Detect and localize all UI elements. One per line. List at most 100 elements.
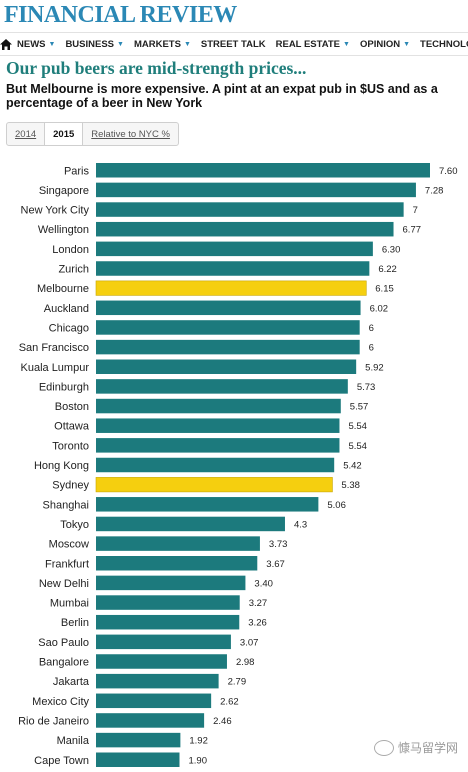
value-label-jakarta: 2.79 — [228, 677, 247, 688]
watermark-text: 慷马留学网 — [397, 741, 458, 755]
category-label-hong-kong: Hong Kong — [34, 460, 89, 472]
chevron-down-icon: ▼ — [48, 40, 56, 48]
bar-jakarta[interactable] — [96, 673, 219, 689]
value-label-toronto: 5.54 — [348, 441, 367, 452]
bar-new-delhi[interactable] — [96, 575, 246, 591]
bar-manila[interactable] — [96, 732, 181, 748]
bar-auckland[interactable] — [96, 300, 361, 316]
bar-shanghai[interactable] — [96, 497, 319, 512]
bar-frankfurt[interactable] — [96, 556, 258, 571]
tab-2015[interactable]: 2015 — [45, 123, 84, 145]
value-label-singapore: 7.28 — [425, 185, 444, 196]
nav-item-technology[interactable]: TECHNOLOGY▼ — [415, 39, 468, 50]
category-label-toronto: Toronto — [52, 440, 89, 452]
bar-london[interactable] — [96, 241, 373, 257]
home-icon[interactable] — [0, 38, 12, 50]
bar-tokyo[interactable] — [96, 516, 285, 532]
bar-san-francisco[interactable] — [96, 339, 360, 355]
bar-sao-paulo[interactable] — [96, 634, 231, 650]
nav-item-business[interactable]: BUSINESS ▼ — [60, 39, 129, 50]
category-label-berlin: Berlin — [61, 617, 89, 629]
category-label-kuala-lumpur: Kuala Lumpur — [21, 362, 90, 374]
bar-wellington[interactable] — [96, 221, 394, 237]
bar-zurich[interactable] — [96, 261, 370, 276]
value-label-bangalore: 2.98 — [236, 657, 255, 668]
category-label-bangalore: Bangalore — [39, 657, 89, 669]
category-label-chicago: Chicago — [49, 322, 89, 334]
nav-label: MARKETS — [133, 38, 181, 50]
value-label-auckland: 6.02 — [370, 303, 389, 314]
nav-label: OPINION — [359, 38, 401, 50]
value-label-rio-de-janeiro: 2.46 — [213, 716, 232, 727]
value-label-ottawa: 5.54 — [348, 421, 367, 432]
bar-bangalore[interactable] — [96, 654, 227, 669]
chat-bubble-icon — [373, 739, 394, 756]
category-label-melbourne: Melbourne — [37, 283, 89, 295]
category-label-zurich: Zurich — [58, 264, 89, 276]
value-label-manila: 1.92 — [189, 736, 208, 747]
category-label-edinburgh: Edinburgh — [39, 381, 89, 393]
bar-edinburgh[interactable] — [96, 379, 348, 394]
value-label-kuala-lumpur: 5.92 — [365, 362, 384, 373]
category-label-manila: Manila — [57, 735, 90, 747]
category-label-mexico-city: Mexico City — [32, 696, 89, 708]
category-label-singapore: Singapore — [39, 185, 89, 197]
value-label-melbourne: 6.15 — [375, 284, 394, 295]
nav-item-news[interactable]: NEWS ▼ — [12, 39, 60, 50]
category-label-cape-town: Cape Town — [34, 755, 89, 767]
bar-boston[interactable] — [96, 398, 341, 414]
bar-paris[interactable] — [96, 163, 430, 178]
category-label-paris: Paris — [64, 165, 90, 177]
value-label-moscow: 3.73 — [269, 539, 288, 550]
category-label-shanghai: Shanghai — [43, 499, 90, 511]
bar-singapore[interactable] — [96, 182, 416, 198]
value-label-wellington: 6.77 — [403, 225, 422, 236]
category-label-new-delhi: New Delhi — [39, 578, 89, 590]
category-label-boston: Boston — [55, 401, 89, 413]
value-label-cape-town: 1.90 — [189, 755, 208, 766]
page-subtitle: But Melbourne is more expensive. A pint … — [6, 82, 438, 110]
category-label-auckland: Auckland — [44, 303, 89, 315]
chevron-down-icon: ▼ — [117, 40, 124, 48]
category-label-moscow: Moscow — [49, 539, 89, 551]
value-label-paris: 7.60 — [439, 166, 458, 177]
bar-ottawa[interactable] — [96, 418, 340, 433]
category-label-sao-paulo: Sao Paulo — [38, 637, 89, 649]
bar-rio-de-janeiro[interactable] — [96, 713, 205, 728]
value-label-san-francisco: 6 — [369, 343, 374, 354]
tab-relative-to-nyc[interactable]: Relative to NYC % — [91, 128, 170, 140]
bar-melbourne[interactable] — [95, 280, 367, 296]
bar-new-york-city[interactable] — [96, 202, 404, 217]
category-label-frankfurt: Frankfurt — [45, 558, 89, 570]
category-label-wellington: Wellington — [38, 224, 89, 236]
bar-moscow[interactable] — [96, 536, 260, 551]
bar-chicago[interactable] — [96, 320, 360, 335]
beer-price-bar-chart: Paris 7.60 Singapore 7.28 New York City 7 Well… — [18, 163, 458, 768]
nav-label: NEWS — [17, 38, 46, 50]
page-title: Our pub beers are mid-strength prices... — [6, 58, 307, 78]
nav-item-real-estate[interactable]: REAL ESTATE ▼ — [271, 39, 355, 50]
year-tabs: 2014 2015 Relative to NYC % — [6, 122, 179, 146]
nav-item-opinion[interactable]: OPINION ▼ — [355, 39, 415, 50]
bar-mumbai[interactable] — [96, 595, 240, 610]
category-label-tokyo: Tokyo — [60, 519, 89, 531]
bar-cape-town[interactable] — [96, 752, 180, 768]
bar-toronto[interactable] — [96, 438, 340, 453]
bar-berlin[interactable] — [96, 614, 240, 630]
category-label-sydney: Sydney — [52, 480, 89, 492]
nav-label: BUSINESS — [65, 38, 115, 50]
category-label-jakarta: Jakarta — [53, 676, 90, 688]
nav-item-markets[interactable]: MARKETS ▼ — [129, 39, 196, 50]
tab-2014[interactable]: 2014 — [7, 123, 46, 145]
watermark: 慷马留学网 — [373, 739, 458, 756]
masthead-logo[interactable]: FINANCIAL REVIEW — [4, 2, 237, 28]
category-label-ottawa: Ottawa — [54, 421, 90, 433]
nav-label: TECHNOLOGY — [420, 38, 468, 50]
chevron-down-icon: ▼ — [183, 40, 191, 48]
bar-sydney[interactable] — [95, 477, 333, 493]
value-label-tokyo: 4.3 — [294, 519, 307, 530]
bar-kuala-lumpur[interactable] — [96, 359, 357, 375]
bar-mexico-city[interactable] — [96, 693, 212, 709]
bar-hong-kong[interactable] — [96, 457, 335, 473]
nav-item-street-talk[interactable]: STREET TALK — [196, 39, 271, 50]
